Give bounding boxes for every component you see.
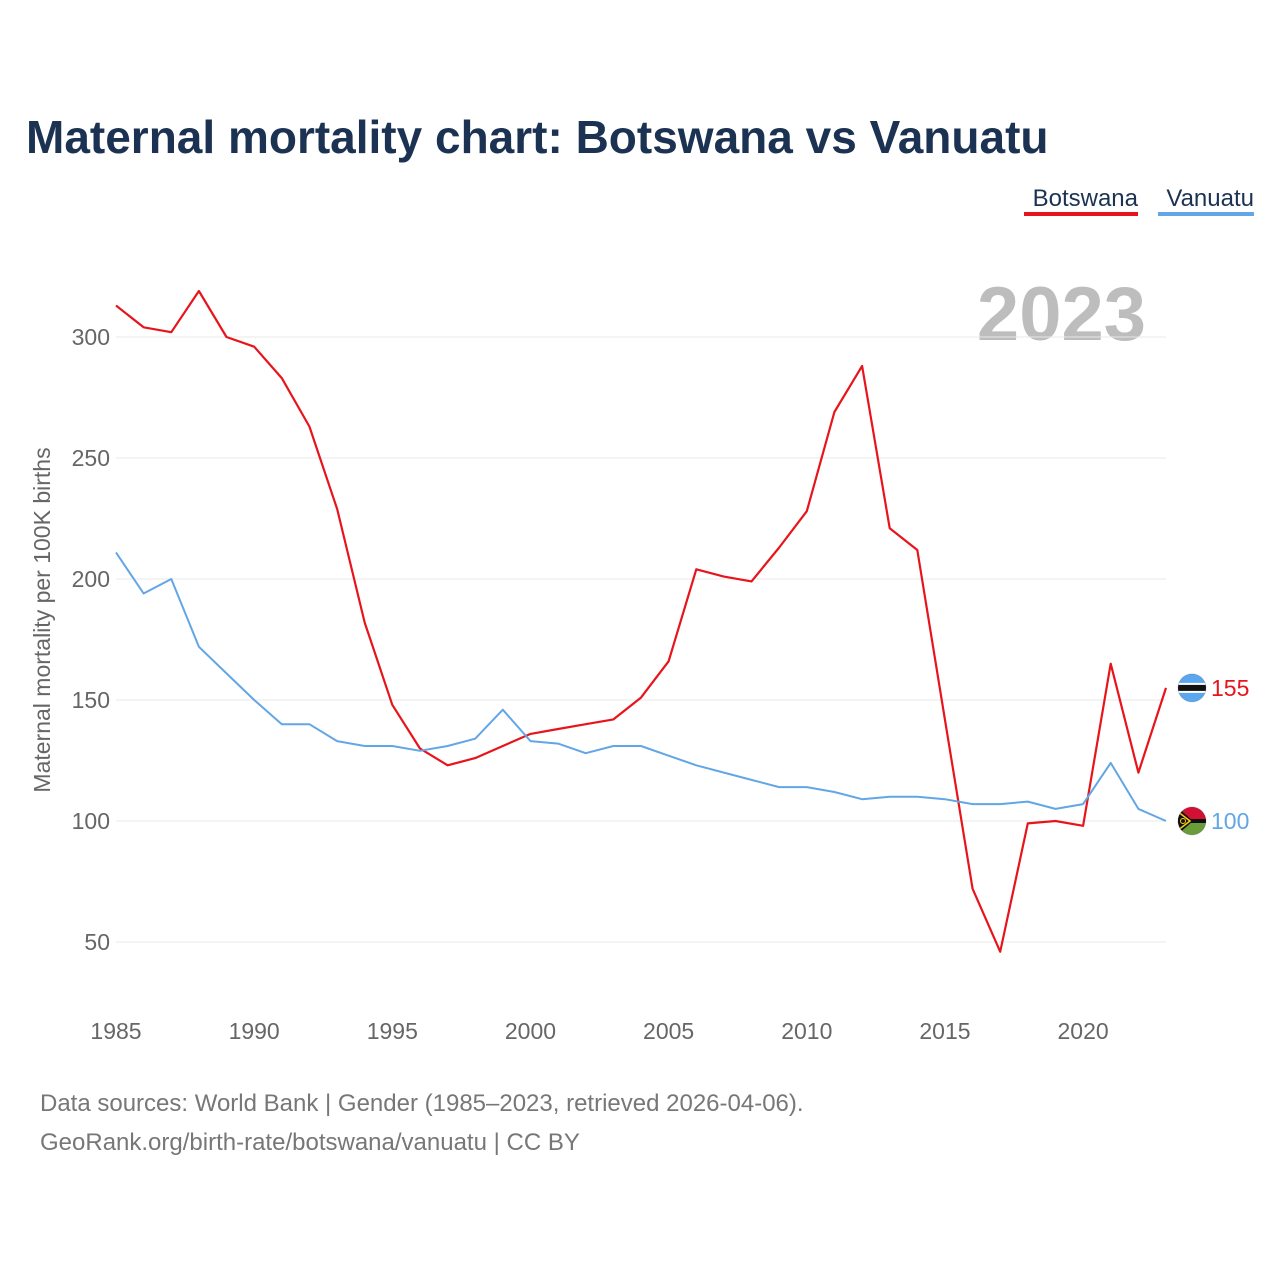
source-line-1: Data sources: World Bank | Gender (1985–… xyxy=(40,1090,804,1117)
legend-label-botswana[interactable]: Botswana xyxy=(1033,185,1139,212)
x-tick-label-2020: 2020 xyxy=(1058,1018,1109,1044)
series-end-markers: 155 100 xyxy=(1177,673,1249,836)
x-tick-label-2010: 2010 xyxy=(781,1018,832,1044)
series-lines xyxy=(115,289,1168,953)
series-line-vanuatu[interactable] xyxy=(115,551,1167,822)
y-tick-label-200: 200 xyxy=(72,566,110,592)
x-tick-label-2000: 2000 xyxy=(505,1018,556,1044)
end-value-botswana: 155 xyxy=(1211,675,1249,701)
x-tick-label-1995: 1995 xyxy=(367,1018,418,1044)
y-axis-title: Maternal mortality per 100K births xyxy=(29,447,55,792)
legend-swatch-vanuatu xyxy=(1158,212,1254,216)
x-tick-label-2015: 2015 xyxy=(919,1018,970,1044)
y-tick-label-300: 300 xyxy=(72,324,110,350)
gridlines xyxy=(116,336,1166,943)
legend-item-vanuatu[interactable]: Vanuatu xyxy=(1158,185,1254,216)
legend-item-botswana[interactable]: Botswana xyxy=(1024,185,1139,216)
x-tick-label-2005: 2005 xyxy=(643,1018,694,1044)
series-line-botswana[interactable] xyxy=(115,289,1168,953)
x-axis-ticks: 1985 1990 1995 2000 2005 2010 2015 2020 xyxy=(90,1018,1108,1044)
year-overlay: 2023 xyxy=(977,272,1146,357)
vanuatu-flag-icon xyxy=(1177,806,1207,836)
legend-swatch-botswana xyxy=(1024,212,1138,216)
legend-label-vanuatu[interactable]: Vanuatu xyxy=(1166,185,1254,212)
x-tick-label-1985: 1985 xyxy=(90,1018,141,1044)
botswana-flag-icon xyxy=(1177,673,1207,703)
y-axis-ticks: 50 100 150 200 250 300 xyxy=(72,324,110,955)
y-tick-label-150: 150 xyxy=(72,687,110,713)
source-line-2[interactable]: GeoRank.org/birth-rate/botswana/vanuatu … xyxy=(40,1129,580,1156)
y-tick-label-250: 250 xyxy=(72,445,110,471)
end-value-vanuatu: 100 xyxy=(1211,808,1249,834)
chart-title: Maternal mortality chart: Botswana vs Va… xyxy=(26,111,1049,163)
x-tick-label-1990: 1990 xyxy=(229,1018,280,1044)
legend: Botswana Vanuatu xyxy=(1024,185,1254,216)
y-tick-label-100: 100 xyxy=(72,808,110,834)
y-tick-label-50: 50 xyxy=(84,929,110,955)
